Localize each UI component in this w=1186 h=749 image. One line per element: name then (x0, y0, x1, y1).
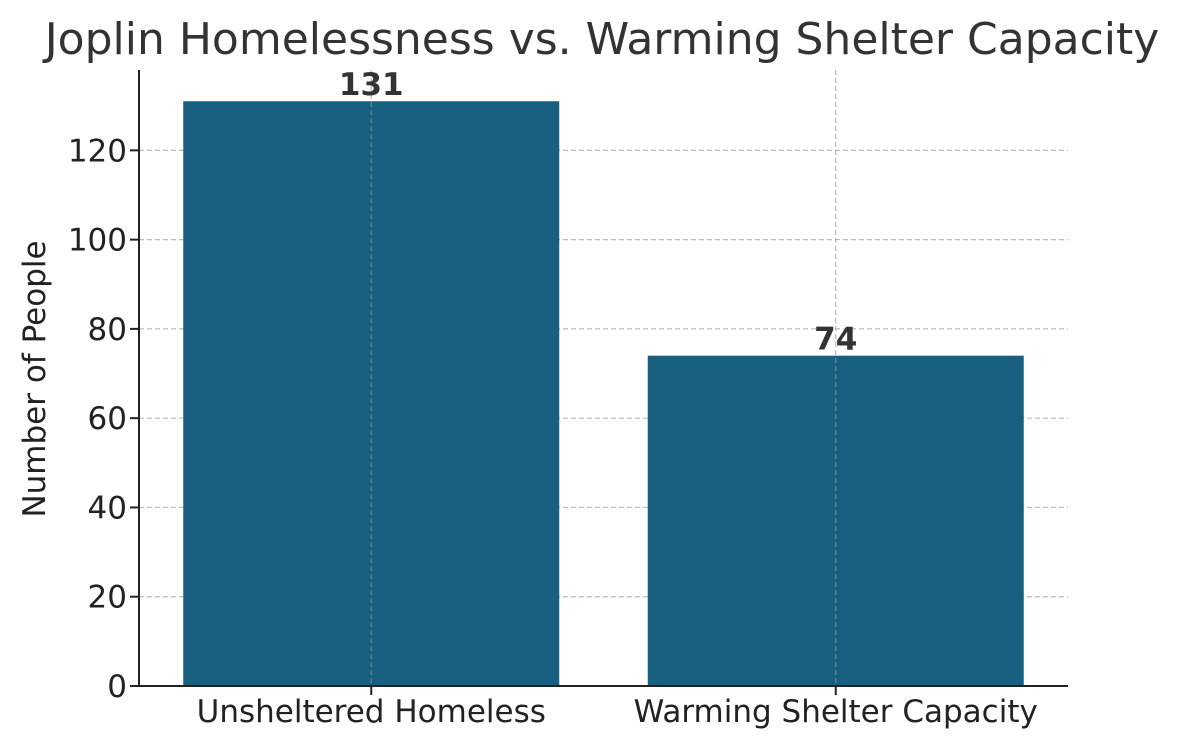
x-tick-label: Warming Shelter Capacity (634, 694, 1038, 730)
y-tick-label: 80 (88, 312, 127, 348)
y-tick-label: 40 (88, 490, 127, 526)
data-label: 74 (814, 322, 857, 358)
chart-title: Joplin Homelessness vs. Warming Shelter … (42, 14, 1160, 65)
axes (130, 70, 1068, 695)
bars (183, 101, 1024, 686)
x-tick-label: Unsheltered Homeless (197, 694, 546, 730)
y-axis-label: Number of People (17, 240, 53, 517)
y-tick-label: 20 (88, 580, 127, 616)
data-labels: 131 74 (339, 67, 857, 357)
y-tick-label: 120 (68, 133, 127, 169)
y-tick-label: 0 (107, 669, 127, 705)
y-tick-label: 100 (68, 223, 127, 259)
vertical-gridlines (370, 70, 837, 686)
data-label: 131 (339, 67, 404, 103)
tick-labels: 0 20 40 60 80 100 120 Unsheltered Homeless Warmi… (68, 133, 1038, 730)
y-tick-label: 60 (88, 401, 127, 437)
